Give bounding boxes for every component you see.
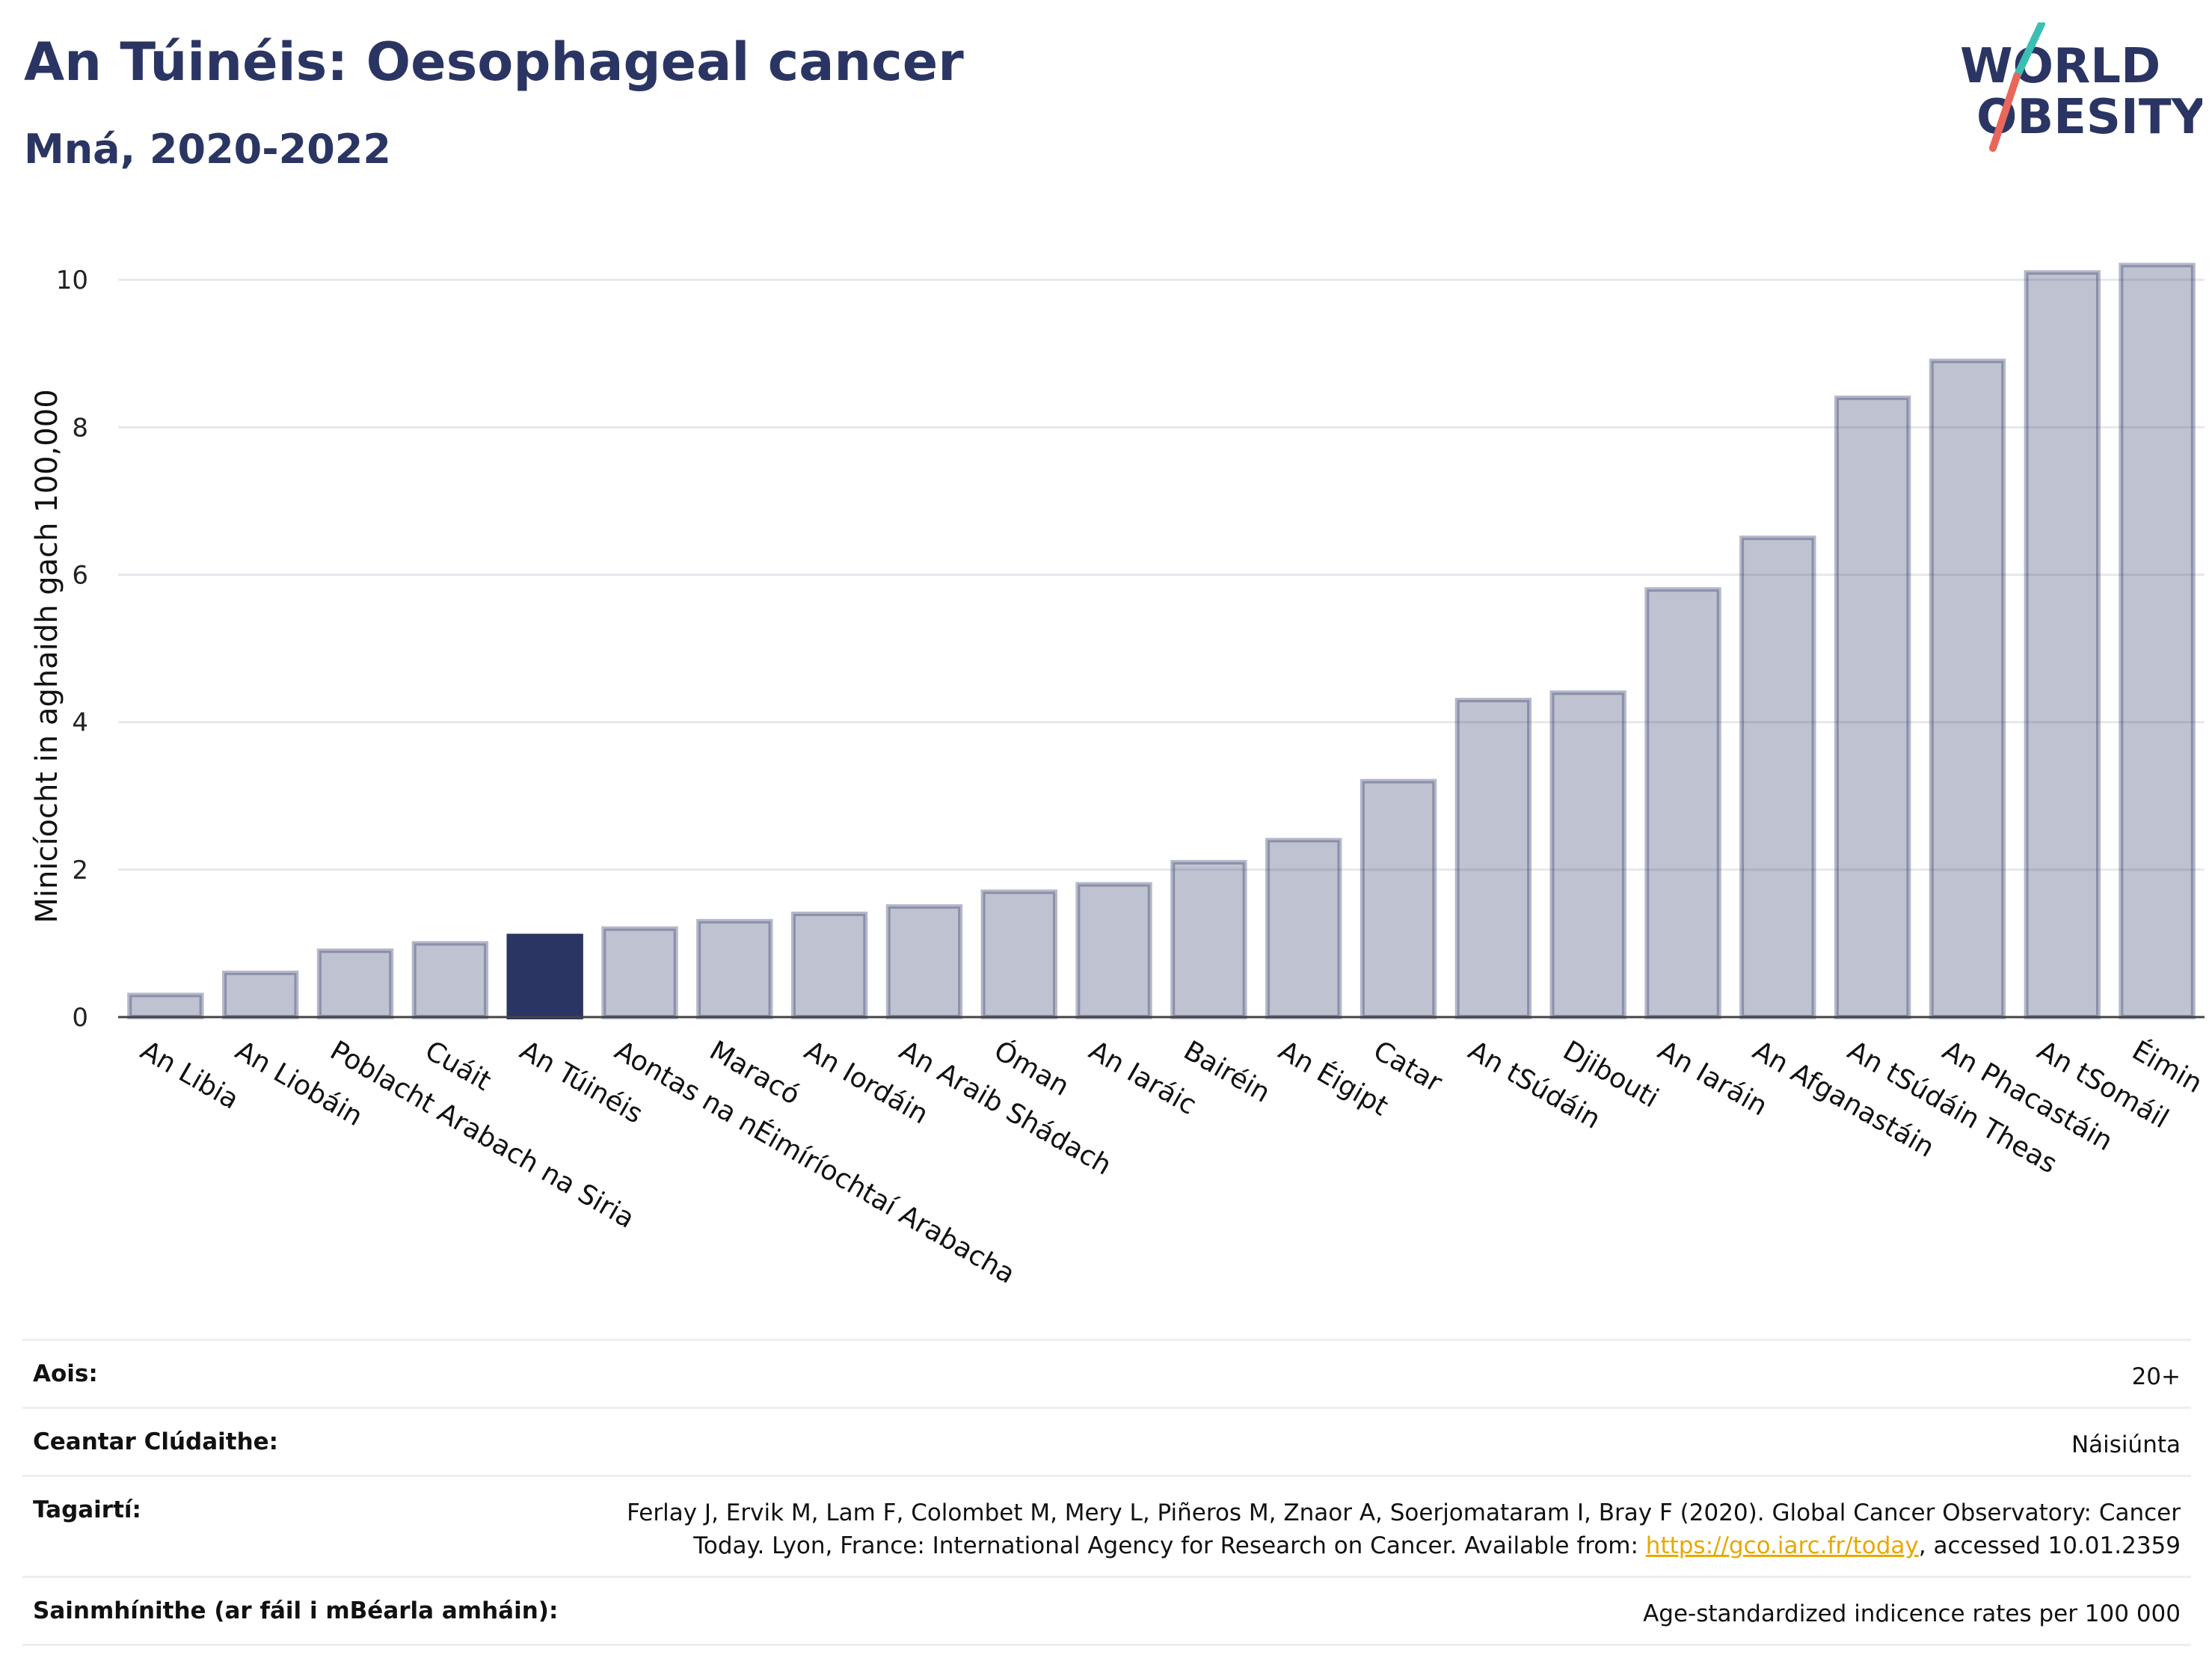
bar [1644, 587, 1721, 1019]
logo-slash-top [2013, 22, 2045, 80]
chart-subtitle: Mná, 2020-2022 [24, 126, 391, 173]
y-tick-label: 6 [72, 560, 88, 590]
bar [506, 933, 583, 1020]
bar [1454, 698, 1532, 1019]
info-key-age: Aois: [33, 1360, 98, 1387]
logo-word-world: WORLD [1960, 39, 2160, 94]
y-tick-label: 2 [72, 856, 88, 885]
y-tick-label: 8 [72, 413, 88, 443]
info-value-references: Ferlay J, Ervik M, Lam F, Colombet M, Me… [610, 1496, 2181, 1562]
bar [411, 941, 489, 1019]
reference-text: Ferlay J, Ervik M, Lam F, Colombet M, Me… [627, 1499, 2181, 1559]
world-obesity-logo: WORLD OBESITY [1960, 22, 2202, 152]
y-axis-ticks: 0 2 4 6 8 10 [56, 265, 88, 1033]
bar [1549, 690, 1626, 1020]
bar [2024, 270, 2101, 1019]
info-row-definitions: Sainmhínithe (ar fáil i mBéarla amháin):… [22, 1576, 2191, 1646]
bar [980, 889, 1057, 1019]
chart-title: An Túinéis: Oesophageal cancer [24, 31, 964, 93]
info-row-coverage: Ceantar Clúdaithe: Náisiúnta [22, 1407, 2191, 1475]
bar [1834, 395, 1911, 1019]
info-row-references: Tagairtí: Ferlay J, Ervik M, Lam F, Colo… [22, 1475, 2191, 1576]
bar [1075, 882, 1152, 1019]
bar [1739, 535, 1816, 1019]
bar [222, 970, 299, 1019]
y-tick-label: 10 [56, 265, 88, 295]
bar [885, 904, 963, 1020]
info-key-references: Tagairtí: [33, 1496, 141, 1523]
x-tick-label: An Iaráic [1084, 1035, 1202, 1121]
info-value-coverage: Náisiúnta [2071, 1431, 2181, 1458]
info-key-definitions: Sainmhínithe (ar fáil i mBéarla amháin): [33, 1597, 559, 1624]
bar [316, 948, 394, 1019]
grid-lines [118, 278, 2205, 871]
info-table: Aois: 20+ Ceantar Clúdaithe: Náisiúnta T… [22, 1339, 2191, 1646]
info-row-age: Aois: 20+ [22, 1339, 2191, 1407]
y-axis-label: Minicíocht in aghaidh gach 100,000 [30, 389, 64, 923]
x-tick-label: An Libia [135, 1035, 244, 1115]
bar [1265, 838, 1342, 1020]
logo-word-obesity: OBESITY [1976, 90, 2202, 145]
info-value-age: 20+ [2131, 1363, 2181, 1390]
y-tick-label: 4 [72, 708, 88, 738]
bar [1929, 358, 2006, 1019]
info-value-definitions: Age-standardized indicence rates per 100… [1643, 1600, 2181, 1627]
bar [2119, 262, 2196, 1019]
bar [601, 926, 678, 1020]
logo-slash-bottom [1989, 73, 2021, 152]
bar [127, 992, 204, 1020]
y-tick-label: 0 [72, 1003, 88, 1033]
bar [1170, 859, 1247, 1019]
reference-accessed: , accessed 10.01.2359 [1918, 1532, 2181, 1559]
reference-link[interactable]: https://gco.iarc.fr/today [1645, 1532, 1919, 1559]
bar [696, 918, 773, 1019]
bar [1360, 779, 1437, 1020]
bar [790, 911, 868, 1019]
bars [127, 262, 2196, 1020]
info-key-coverage: Ceantar Clúdaithe: [33, 1428, 279, 1455]
